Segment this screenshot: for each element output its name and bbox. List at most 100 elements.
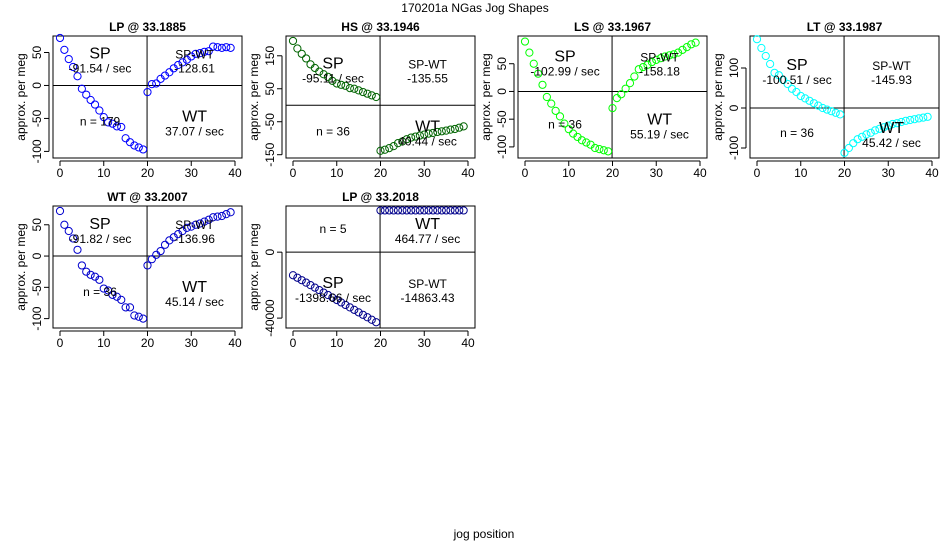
data-point xyxy=(130,311,139,320)
data-point xyxy=(130,141,139,150)
data-point xyxy=(691,38,700,47)
sp-rate-label: -91.54 / sec xyxy=(69,62,132,76)
data-point xyxy=(901,116,910,125)
data-point xyxy=(831,108,840,117)
data-point xyxy=(853,135,862,144)
y-tick-label: -100 xyxy=(727,136,741,160)
data-point xyxy=(345,83,354,93)
data-point xyxy=(293,273,302,282)
y-tick-label: 0 xyxy=(727,104,741,111)
data-point xyxy=(354,308,363,317)
data-point xyxy=(844,143,853,153)
data-point xyxy=(125,303,135,312)
sp-rate-label: -91.82 / sec xyxy=(69,232,132,246)
data-point xyxy=(95,275,104,284)
data-point xyxy=(306,281,315,290)
data-point xyxy=(187,222,196,231)
data-point xyxy=(919,113,928,122)
data-point xyxy=(55,206,65,216)
data-point xyxy=(433,206,442,215)
data-point xyxy=(906,115,915,125)
data-point xyxy=(564,125,573,134)
data-point xyxy=(428,206,438,215)
data-point xyxy=(191,49,200,58)
data-point xyxy=(437,206,446,215)
data-point xyxy=(156,246,165,256)
sp-label: SP xyxy=(786,57,807,74)
data-point xyxy=(752,35,762,44)
spwt-value-label: -145.93 xyxy=(871,73,912,87)
data-point xyxy=(139,314,148,323)
data-point xyxy=(350,84,359,93)
data-point xyxy=(639,62,648,72)
data-point xyxy=(139,145,148,154)
data-point xyxy=(879,123,888,132)
data-point xyxy=(226,208,235,217)
spwt-value-label: -135.55 xyxy=(407,72,448,86)
data-point xyxy=(350,305,359,314)
y-tick-label: -50 xyxy=(30,278,44,296)
data-point xyxy=(805,96,814,105)
data-point xyxy=(195,219,205,228)
data-point xyxy=(534,69,543,78)
data-point xyxy=(204,47,213,56)
data-point xyxy=(315,67,324,76)
data-point xyxy=(682,42,691,52)
x-tick-label: 30 xyxy=(185,166,199,180)
x-tick-label: 10 xyxy=(330,166,344,180)
y-tick-label: 0 xyxy=(30,82,44,89)
x-tick-label: 0 xyxy=(290,166,297,180)
data-point xyxy=(147,80,156,89)
data-point xyxy=(297,49,306,58)
x-tick-label: 40 xyxy=(228,336,242,350)
x-tick-label: 10 xyxy=(330,336,344,350)
data-point xyxy=(884,121,893,130)
n-label: n = 36 xyxy=(316,125,350,139)
x-tick-label: 30 xyxy=(418,166,432,180)
data-point xyxy=(160,240,170,249)
data-point xyxy=(674,48,683,57)
data-point xyxy=(178,58,187,67)
data-point xyxy=(121,134,130,143)
figure-xlabel: jog position xyxy=(453,527,515,541)
x-tick-label: 20 xyxy=(606,166,620,180)
wt-label: WT xyxy=(415,119,440,136)
data-point xyxy=(73,245,82,254)
y-tick-label: -100 xyxy=(30,139,44,163)
data-point xyxy=(104,118,113,127)
data-point xyxy=(770,68,779,77)
y-tick-label: -40000 xyxy=(263,299,277,337)
data-point xyxy=(407,206,416,215)
data-point xyxy=(827,107,836,116)
data-point xyxy=(630,72,639,81)
data-point xyxy=(455,206,464,215)
data-point xyxy=(914,114,923,123)
data-point xyxy=(836,110,845,119)
data-point xyxy=(328,293,337,302)
data-point xyxy=(529,59,538,68)
x-tick-label: 30 xyxy=(650,166,664,180)
data-point xyxy=(875,124,884,133)
data-point xyxy=(910,115,919,124)
data-point xyxy=(99,284,108,293)
y-tick-label: 50 xyxy=(263,82,277,96)
spwt-label: SP-WT xyxy=(175,48,214,62)
wt-rate-label: 45.14 / sec xyxy=(165,295,224,309)
data-point xyxy=(310,283,319,292)
data-point xyxy=(213,212,222,221)
data-point xyxy=(328,76,337,85)
data-point xyxy=(857,132,867,141)
data-point xyxy=(389,206,398,215)
data-point xyxy=(897,117,906,127)
x-tick-label: 40 xyxy=(228,166,242,180)
sp-label: SP xyxy=(322,56,343,73)
panel-title: HS @ 33.1946 xyxy=(341,20,420,34)
data-point xyxy=(595,145,604,154)
data-point xyxy=(143,261,152,270)
wt-rate-label: 45.42 / sec xyxy=(862,136,921,150)
data-point xyxy=(678,45,687,54)
data-point xyxy=(226,43,235,52)
x-tick-label: 0 xyxy=(754,166,761,180)
y-tick-label: 100 xyxy=(727,58,741,78)
